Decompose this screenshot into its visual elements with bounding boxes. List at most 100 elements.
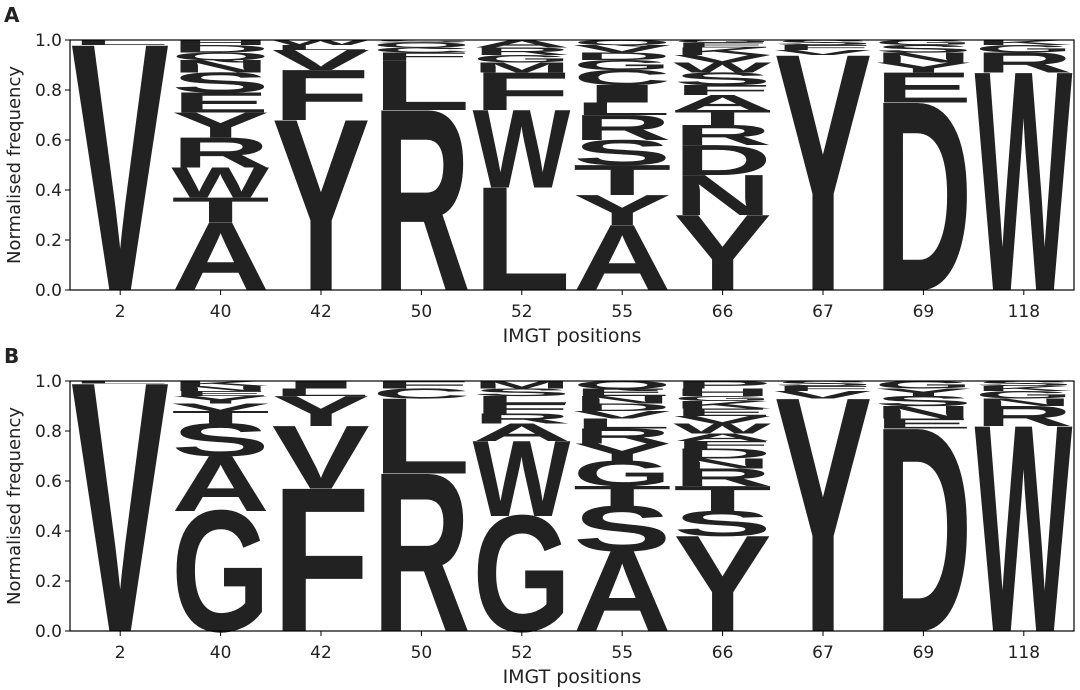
logo-letter: E	[573, 386, 671, 398]
logo-letter: V	[774, 49, 872, 57]
logo-letter: G	[473, 53, 571, 65]
logo-letter: L	[71, 380, 169, 384]
panel-label: A	[4, 3, 20, 27]
x-axis-label: IMGT positions	[503, 325, 642, 347]
logo-letter: F	[473, 400, 571, 416]
logo-letter: R	[975, 400, 1073, 432]
x-tick-label: 50	[411, 302, 433, 322]
logo-letter: R	[673, 119, 771, 151]
plot-frame	[69, 39, 1075, 291]
logo-letter: V	[71, 308, 170, 690]
panel-label: B	[4, 344, 19, 368]
logo-letter: T	[673, 106, 771, 130]
logo-letter: K	[975, 385, 1073, 393]
logo-letter: S	[673, 503, 771, 543]
x-tick-label: 66	[712, 643, 734, 663]
logo-letter: T	[171, 190, 269, 231]
logo-letter: A	[171, 439, 269, 528]
logo-letter: F	[372, 379, 470, 391]
logo-letter: R	[473, 410, 571, 426]
logo-letter: E	[874, 64, 972, 112]
logo-letter: S	[473, 386, 571, 398]
logo-letter: D	[573, 401, 671, 413]
logo-letter: Q	[573, 38, 671, 46]
logo-letter: L	[573, 99, 671, 119]
logo-letter: V	[673, 53, 771, 65]
logo-letter: S	[673, 69, 771, 89]
logo-letter: Y	[272, 68, 370, 343]
x-tick-label: 67	[812, 643, 834, 663]
logo-letter: G	[473, 481, 571, 667]
logo-letter: N	[874, 49, 972, 65]
logo-letter: M	[473, 379, 571, 391]
logo-letter: V	[71, 0, 170, 366]
logo-letter: A	[473, 38, 571, 50]
logo-letter: G	[171, 474, 269, 668]
logo-letter: R	[372, 56, 470, 347]
logo-letter: W	[473, 86, 571, 212]
y-axis-label: Normalised frequency	[4, 407, 25, 605]
logo-letter: F	[272, 445, 370, 676]
logo-letter: V	[272, 44, 370, 76]
logo-letter: D	[673, 445, 771, 461]
logo-letter: A	[673, 90, 771, 114]
logo-letter: F	[473, 61, 571, 122]
logo-letter: G	[975, 43, 1073, 55]
logo-letter: E	[171, 389, 269, 397]
logo-letter: S	[874, 43, 972, 55]
logo-letter: S	[372, 39, 470, 43]
logo-letter: W	[975, 5, 1073, 357]
logo-letter: Y	[774, 328, 872, 690]
logo-letter: H	[673, 386, 771, 398]
x-tick-label: 52	[511, 643, 533, 663]
logo-letter: D	[874, 43, 972, 348]
logo-letter: S	[171, 414, 269, 466]
logo-letter: V	[573, 43, 671, 55]
logo-letter: Y	[774, 0, 872, 363]
logo-letter: N	[874, 402, 972, 422]
logo-letter: S	[573, 493, 671, 566]
logo-letter: V	[673, 414, 771, 426]
logo-letter: R	[372, 425, 470, 680]
logo-letter: S	[573, 132, 671, 172]
logo-letter: G	[573, 57, 671, 73]
logo-letter: Q	[372, 41, 470, 49]
logo-letter: L	[573, 415, 671, 431]
logo-letter: K	[673, 399, 771, 411]
logo-letter: S	[975, 379, 1073, 387]
logo-letter: C	[573, 65, 671, 89]
logo-letter: K	[673, 45, 771, 57]
logo-letter: F	[272, 55, 370, 136]
logo-letter: L	[473, 394, 571, 406]
logo-letter: S	[774, 379, 872, 387]
logo-letter: A	[673, 431, 771, 443]
logo-letter: Q	[573, 379, 671, 391]
logo-letter: R	[673, 463, 771, 491]
x-tick-label: 118	[1008, 643, 1040, 663]
logo-letter: N	[171, 385, 269, 393]
logo-letter: R	[171, 128, 269, 177]
logo-letter: R	[573, 108, 671, 148]
logo-letter: S	[874, 393, 972, 409]
x-tick-label: 42	[310, 302, 332, 322]
logo-letter: G	[673, 39, 771, 43]
logo-letter: F	[774, 385, 872, 393]
x-tick-label: 67	[812, 302, 834, 322]
logo-letter: V	[774, 389, 872, 401]
x-tick-label: 40	[210, 643, 232, 663]
logo-letter: N	[673, 455, 771, 471]
logo-letter: L	[272, 386, 370, 398]
logo-letter: N	[171, 56, 269, 76]
logo-letter: T	[573, 480, 671, 513]
logo-letter: R	[573, 424, 671, 448]
logo-letter: W	[473, 419, 572, 540]
logo-letter: G	[975, 389, 1073, 401]
logo-letter: E	[673, 406, 771, 418]
logo-letter: F	[673, 439, 771, 451]
logo-letter: T	[573, 156, 671, 205]
y-tick-label: 0.4	[35, 522, 62, 542]
logo-letter: W	[171, 158, 269, 207]
x-tick-label: 55	[611, 643, 633, 663]
logo-letter: V	[272, 407, 370, 508]
